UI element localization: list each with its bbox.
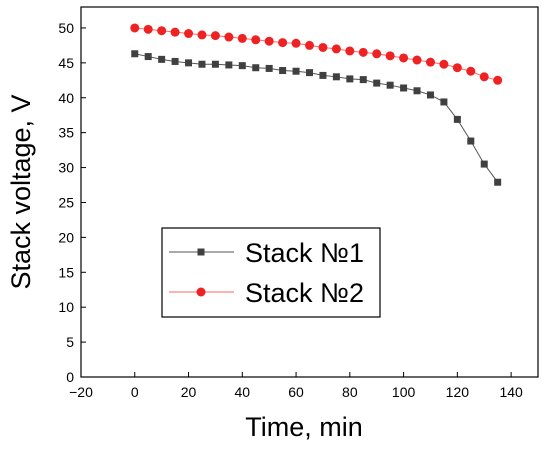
x-axis-ticks: −20 0 20 40 60 80 100 120 140	[69, 372, 523, 400]
data-point-square	[440, 98, 448, 106]
data-point-square	[238, 62, 246, 70]
data-point-square	[185, 59, 193, 67]
legend-box	[161, 227, 381, 318]
data-point-circle	[237, 33, 247, 43]
data-point-square	[359, 76, 367, 84]
legend: Stack №1 Stack №2	[161, 227, 381, 318]
data-point-square	[467, 137, 475, 145]
data-point-square	[386, 81, 394, 89]
x-tick-label: 60	[288, 384, 304, 400]
data-point-circle	[264, 36, 274, 46]
series-stack-2	[130, 23, 503, 85]
series-line	[134, 53, 499, 183]
legend-marker-stack-2	[196, 287, 206, 297]
y-tick-label: 50	[58, 20, 74, 36]
data-point-square	[319, 71, 327, 79]
x-tick-label: −20	[69, 384, 93, 400]
data-point-circle	[331, 44, 341, 54]
y-tick-label: 35	[58, 125, 74, 141]
y-tick-label: 25	[58, 194, 74, 210]
data-point-circle	[291, 38, 301, 48]
series-layer	[130, 23, 503, 186]
data-point-square	[400, 84, 408, 92]
y-tick-label: 30	[58, 160, 74, 176]
legend-label-stack-1: Stack №1	[245, 238, 364, 268]
x-tick-label: 80	[342, 384, 358, 400]
data-point-square	[144, 53, 152, 61]
data-point-square	[332, 73, 340, 81]
data-point-circle	[130, 23, 140, 33]
data-point-circle	[372, 49, 382, 59]
y-axis-title: Stack voltage, V	[6, 94, 36, 289]
data-point-square	[373, 79, 381, 87]
y-tick-label: 15	[58, 264, 74, 280]
data-point-circle	[197, 30, 207, 40]
data-point-circle	[479, 72, 489, 82]
data-point-circle	[210, 31, 220, 41]
data-point-circle	[305, 40, 314, 50]
data-point-square	[131, 50, 139, 58]
y-tick-label: 0	[66, 369, 74, 385]
data-point-square	[171, 57, 179, 65]
data-point-square	[306, 69, 313, 77]
data-point-square	[292, 67, 300, 75]
y-tick-label: 45	[58, 55, 74, 71]
data-point-square	[265, 64, 273, 72]
legend-label-stack-2: Stack №2	[245, 278, 364, 308]
data-point-circle	[466, 66, 476, 76]
plot-frame	[80, 6, 539, 378]
data-point-circle	[425, 57, 435, 67]
y-axis-ticks: 0 5 10 15 20 25 30 35 40 45 50	[58, 20, 86, 385]
y-tick-label: 10	[58, 299, 74, 315]
x-tick-label: 120	[446, 384, 470, 400]
data-point-circle	[358, 47, 368, 57]
x-tick-label: 100	[392, 384, 416, 400]
data-point-circle	[493, 75, 503, 85]
data-point-circle	[224, 32, 234, 42]
data-point-circle	[452, 63, 462, 73]
data-point-square	[158, 55, 166, 63]
data-point-circle	[278, 38, 288, 48]
data-point-circle	[385, 51, 395, 61]
data-point-circle	[157, 26, 167, 36]
data-point-circle	[318, 42, 328, 52]
data-point-square	[413, 87, 421, 95]
series-stack-1	[131, 50, 502, 186]
data-point-square	[279, 67, 287, 75]
data-point-square	[211, 60, 219, 68]
data-point-square	[252, 64, 260, 72]
x-tick-label: 40	[235, 384, 251, 400]
x-tick-label: 140	[499, 384, 523, 400]
data-point-circle	[345, 46, 355, 56]
y-tick-label: 20	[58, 229, 74, 245]
data-point-square	[494, 178, 502, 186]
x-tick-label: 20	[181, 384, 197, 400]
data-point-circle	[184, 29, 194, 39]
y-tick-label: 5	[66, 334, 74, 350]
data-point-circle	[143, 24, 153, 34]
data-point-circle	[399, 53, 409, 63]
x-axis-title: Time, min	[245, 412, 363, 442]
data-point-circle	[412, 55, 422, 65]
data-point-circle	[251, 35, 261, 45]
x-tick-label: 0	[131, 384, 139, 400]
data-point-square	[346, 75, 354, 83]
data-point-circle	[170, 27, 180, 37]
data-point-circle	[439, 59, 449, 69]
data-point-square	[453, 115, 461, 123]
data-point-square	[480, 160, 488, 168]
data-point-square	[198, 60, 206, 68]
data-point-square	[225, 61, 233, 69]
legend-marker-stack-1	[197, 248, 205, 256]
data-point-square	[426, 91, 434, 99]
y-tick-label: 40	[58, 90, 74, 106]
series-line	[134, 27, 498, 81]
